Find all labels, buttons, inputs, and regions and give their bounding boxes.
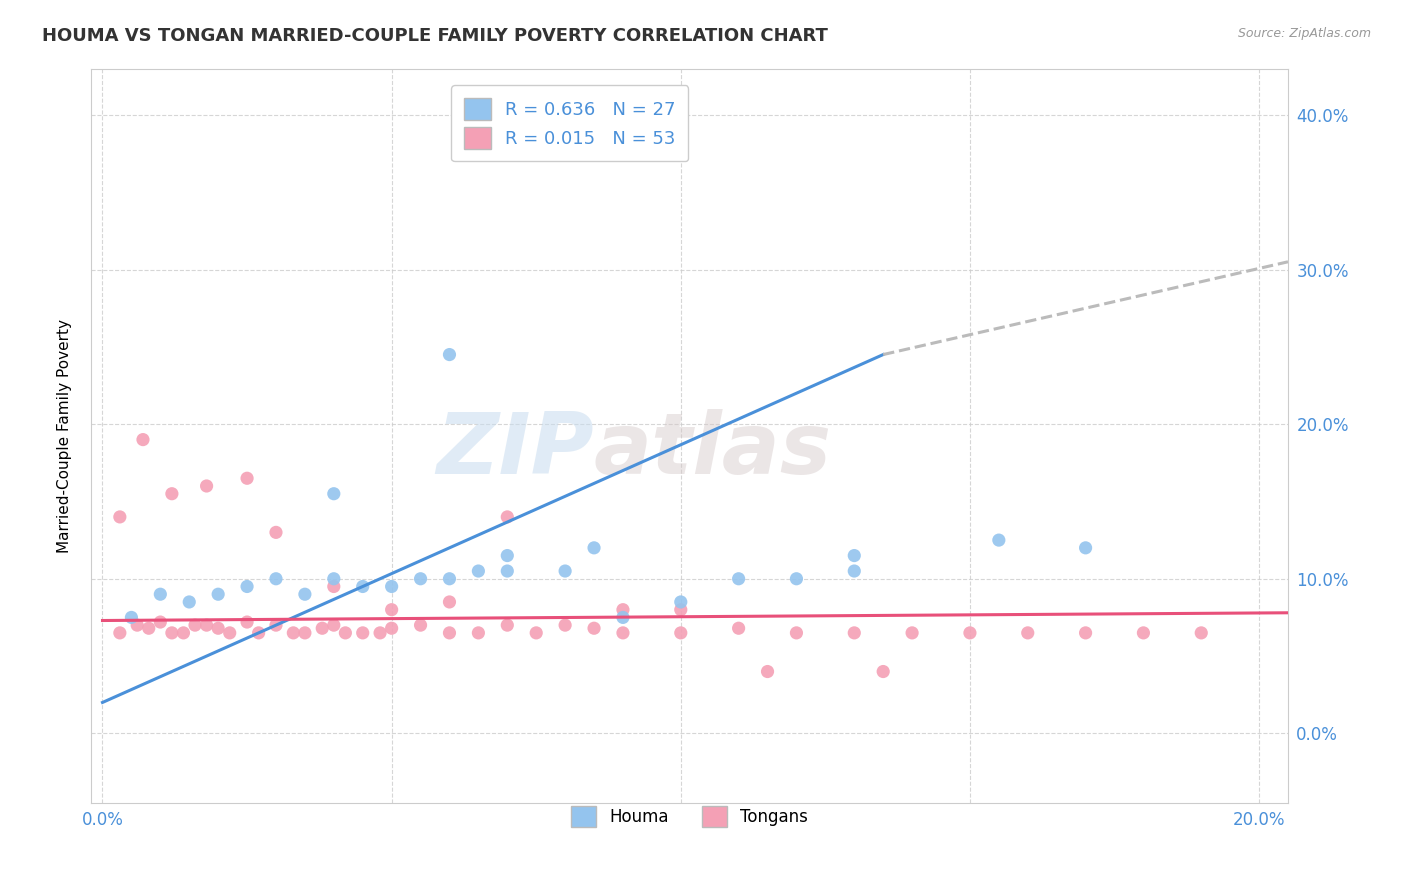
Point bbox=[409, 618, 432, 632]
Point bbox=[264, 618, 287, 632]
Point bbox=[322, 486, 344, 500]
Point bbox=[901, 626, 924, 640]
Point bbox=[439, 347, 461, 361]
Point bbox=[612, 603, 634, 617]
Text: ZIP: ZIP bbox=[436, 409, 593, 491]
Point bbox=[583, 621, 606, 635]
Point bbox=[583, 541, 606, 555]
Point bbox=[294, 587, 316, 601]
Point bbox=[727, 572, 749, 586]
Point bbox=[1017, 626, 1039, 640]
Point bbox=[496, 564, 519, 578]
Point bbox=[1189, 626, 1212, 640]
Point bbox=[352, 580, 374, 594]
Point bbox=[439, 572, 461, 586]
Point bbox=[179, 595, 201, 609]
Point bbox=[264, 572, 287, 586]
Point bbox=[554, 564, 576, 578]
Text: Source: ZipAtlas.com: Source: ZipAtlas.com bbox=[1237, 27, 1371, 40]
Point bbox=[612, 626, 634, 640]
Point bbox=[496, 509, 519, 524]
Point bbox=[872, 665, 894, 679]
Point bbox=[149, 587, 172, 601]
Point bbox=[439, 595, 461, 609]
Point bbox=[247, 626, 270, 640]
Point bbox=[727, 621, 749, 635]
Point bbox=[381, 603, 404, 617]
Point bbox=[322, 618, 344, 632]
Point bbox=[127, 618, 149, 632]
Point bbox=[335, 626, 357, 640]
Point bbox=[311, 621, 333, 635]
Point bbox=[496, 618, 519, 632]
Point bbox=[207, 587, 229, 601]
Point bbox=[409, 572, 432, 586]
Point bbox=[149, 615, 172, 629]
Point bbox=[612, 610, 634, 624]
Point bbox=[554, 618, 576, 632]
Point bbox=[381, 580, 404, 594]
Point bbox=[844, 564, 866, 578]
Point bbox=[195, 479, 218, 493]
Point bbox=[236, 615, 259, 629]
Point bbox=[381, 621, 404, 635]
Point bbox=[160, 486, 183, 500]
Point bbox=[669, 626, 692, 640]
Text: HOUMA VS TONGAN MARRIED-COUPLE FAMILY POVERTY CORRELATION CHART: HOUMA VS TONGAN MARRIED-COUPLE FAMILY PO… bbox=[42, 27, 828, 45]
Point bbox=[987, 533, 1010, 547]
Point bbox=[108, 509, 131, 524]
Point bbox=[756, 665, 779, 679]
Point bbox=[207, 621, 229, 635]
Point bbox=[785, 626, 807, 640]
Point bbox=[1132, 626, 1154, 640]
Point bbox=[467, 626, 489, 640]
Point bbox=[294, 626, 316, 640]
Point bbox=[108, 626, 131, 640]
Point bbox=[1074, 626, 1097, 640]
Point bbox=[322, 572, 344, 586]
Point bbox=[368, 626, 391, 640]
Point bbox=[669, 603, 692, 617]
Point bbox=[669, 595, 692, 609]
Y-axis label: Married-Couple Family Poverty: Married-Couple Family Poverty bbox=[58, 318, 72, 553]
Point bbox=[120, 610, 142, 624]
Point bbox=[160, 626, 183, 640]
Point bbox=[195, 618, 218, 632]
Point bbox=[844, 549, 866, 563]
Point bbox=[785, 572, 807, 586]
Point bbox=[496, 549, 519, 563]
Point bbox=[236, 471, 259, 485]
Point bbox=[322, 580, 344, 594]
Point bbox=[1074, 541, 1097, 555]
Point bbox=[467, 564, 489, 578]
Point bbox=[844, 626, 866, 640]
Point bbox=[283, 626, 305, 640]
Point bbox=[524, 626, 547, 640]
Point bbox=[184, 618, 207, 632]
Legend: Houma, Tongans: Houma, Tongans bbox=[562, 798, 817, 835]
Text: atlas: atlas bbox=[593, 409, 832, 491]
Point bbox=[138, 621, 160, 635]
Point bbox=[236, 580, 259, 594]
Point bbox=[439, 626, 461, 640]
Point bbox=[959, 626, 981, 640]
Point bbox=[352, 626, 374, 640]
Point bbox=[172, 626, 194, 640]
Point bbox=[132, 433, 155, 447]
Point bbox=[264, 525, 287, 540]
Point bbox=[218, 626, 240, 640]
